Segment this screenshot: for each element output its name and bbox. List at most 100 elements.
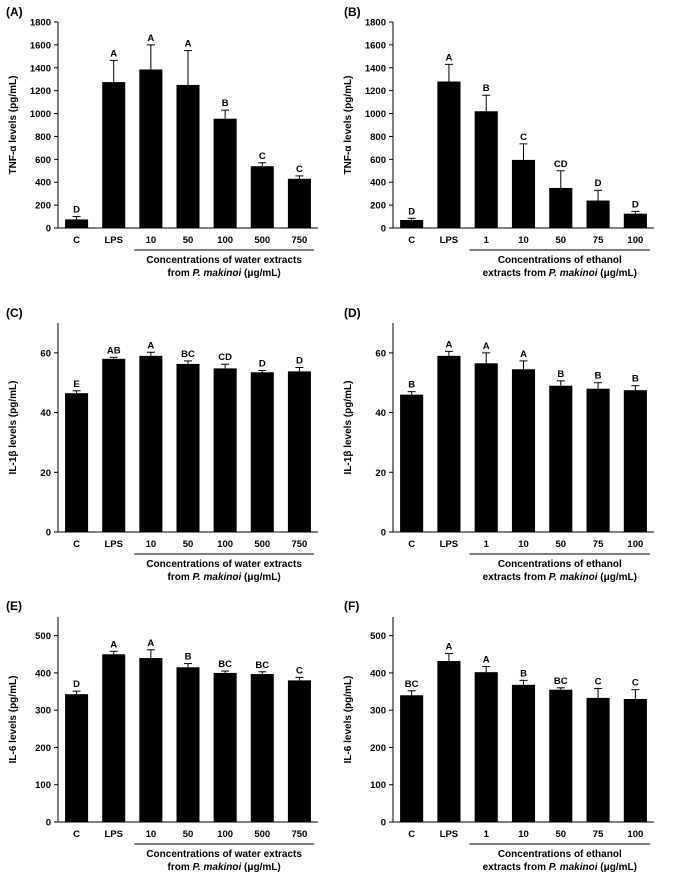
bar xyxy=(400,219,424,228)
x-tick-label: 10 xyxy=(146,829,157,840)
y-tick-label: 1000 xyxy=(365,109,386,120)
significance-letter: BC xyxy=(181,349,195,360)
x-tick-label: 50 xyxy=(555,539,566,550)
bar xyxy=(213,672,237,822)
significance-letter: BC xyxy=(405,679,419,690)
y-tick-label: 800 xyxy=(370,132,386,143)
x-axis-label-line2: from P. makinoi (μg/mL) xyxy=(168,862,281,873)
x-axis-label-line1: Concentrations of ethanol xyxy=(498,255,622,266)
x-axis-label-line1: Concentrations of ethanol xyxy=(498,849,622,860)
y-tick-label: 60 xyxy=(375,348,386,359)
y-tick-label: 600 xyxy=(370,155,386,166)
y-tick-label: 300 xyxy=(370,706,386,717)
y-tick-label: 200 xyxy=(35,743,51,754)
significance-letter: B xyxy=(632,374,639,385)
x-tick-label: C xyxy=(73,829,80,840)
significance-letter: A xyxy=(445,52,452,63)
significance-letter: B xyxy=(222,98,229,109)
y-tick-label: 200 xyxy=(370,201,386,212)
y-tick-label: 400 xyxy=(35,178,51,189)
x-axis-label-line1: Concentrations of water extracts xyxy=(146,849,302,860)
y-tick-label: 100 xyxy=(370,780,386,791)
x-tick-label: 50 xyxy=(183,539,194,550)
x-axis-label-line1: Concentrations of water extracts xyxy=(146,559,302,570)
x-tick-label: LPS xyxy=(104,829,122,840)
bar xyxy=(102,82,126,228)
y-tick-label: 40 xyxy=(40,408,51,419)
x-tick-label: C xyxy=(73,539,80,550)
bar xyxy=(586,697,610,822)
y-tick-label: 0 xyxy=(381,528,386,539)
x-axis-label-unit: (μg/mL) xyxy=(241,572,280,583)
x-axis-label-prefix: from xyxy=(168,268,193,279)
significance-letter: AB xyxy=(107,345,121,356)
x-tick-label: 750 xyxy=(291,539,307,550)
x-axis-label-line1: Concentrations of water extracts xyxy=(146,255,302,266)
x-axis-label-species: P. makinoi xyxy=(193,268,242,279)
y-tick-label: 500 xyxy=(35,631,51,642)
y-axis-label: TNF-α levels (pg/mL) xyxy=(8,76,19,175)
panel-d: (D) 0 20 40 60 IL-1β levels (pg/mL) B C A LPS A 1 A 1… xyxy=(343,306,654,583)
panel-label: (E) xyxy=(6,599,22,613)
y-tick-label: 1800 xyxy=(365,18,386,29)
significance-letter: D xyxy=(296,355,303,366)
significance-letter: B xyxy=(557,369,564,380)
bar xyxy=(287,680,311,822)
significance-letter: A xyxy=(445,339,452,350)
significance-letter: CD xyxy=(218,352,232,363)
bar xyxy=(400,394,424,532)
significance-letter: BC xyxy=(255,660,269,671)
x-tick-label: LPS xyxy=(104,235,122,246)
x-tick-label: LPS xyxy=(440,539,458,550)
significance-letter: B xyxy=(595,371,602,382)
significance-letter: E xyxy=(73,379,79,390)
bar xyxy=(437,355,461,532)
y-tick-label: 1600 xyxy=(365,40,386,51)
y-tick-label: 0 xyxy=(46,528,51,539)
x-tick-label: 750 xyxy=(291,829,307,840)
bar xyxy=(549,385,573,532)
y-axis-label: IL-6 levels (pg/mL) xyxy=(343,676,354,764)
y-tick-label: 200 xyxy=(35,201,51,212)
y-tick-label: 500 xyxy=(370,631,386,642)
x-axis-label-unit: (μg/mL) xyxy=(597,572,636,583)
x-tick-label: 100 xyxy=(627,829,643,840)
x-tick-label: C xyxy=(408,235,415,246)
x-tick-label: 500 xyxy=(254,829,270,840)
significance-letter: D xyxy=(408,206,415,217)
y-tick-label: 1400 xyxy=(365,63,386,74)
bar xyxy=(623,213,647,228)
x-tick-label: 75 xyxy=(593,829,604,840)
y-tick-label: 0 xyxy=(46,224,51,235)
y-tick-label: 1200 xyxy=(30,86,51,97)
significance-letter: A xyxy=(520,349,527,360)
x-tick-label: 1 xyxy=(484,829,490,840)
bar xyxy=(623,390,647,532)
significance-letter: C xyxy=(259,151,266,162)
bar xyxy=(139,658,163,822)
significance-letter: A xyxy=(147,33,154,44)
x-axis-label-prefix: extracts from xyxy=(483,862,549,873)
significance-letter: D xyxy=(73,679,80,690)
panel-e: (E) 0 100 200 300 400 500 IL-6 levels (pg/mL) D C… xyxy=(6,599,318,873)
x-axis-label-line2: extracts from P. makinoi (μg/mL) xyxy=(483,268,637,279)
x-axis-label-line2: from P. makinoi (μg/mL) xyxy=(168,572,281,583)
significance-letter: D xyxy=(259,358,266,369)
bar xyxy=(250,674,274,822)
x-axis-label-prefix: from xyxy=(168,862,193,873)
y-tick-label: 300 xyxy=(35,706,51,717)
bar xyxy=(511,369,536,532)
significance-letter: BC xyxy=(554,676,568,687)
x-tick-label: 500 xyxy=(254,235,270,246)
bar xyxy=(102,358,126,532)
y-axis-label: IL-1β levels (pg/mL) xyxy=(8,381,19,475)
x-tick-label: 1 xyxy=(484,539,490,550)
bar xyxy=(176,363,200,532)
bar xyxy=(139,355,163,532)
y-tick-label: 0 xyxy=(46,818,51,829)
y-tick-label: 1400 xyxy=(30,63,51,74)
x-tick-label: 50 xyxy=(555,235,566,246)
x-axis-label-line2: from P. makinoi (μg/mL) xyxy=(168,268,281,279)
panel-label: (A) xyxy=(6,5,23,19)
bar xyxy=(549,187,573,228)
